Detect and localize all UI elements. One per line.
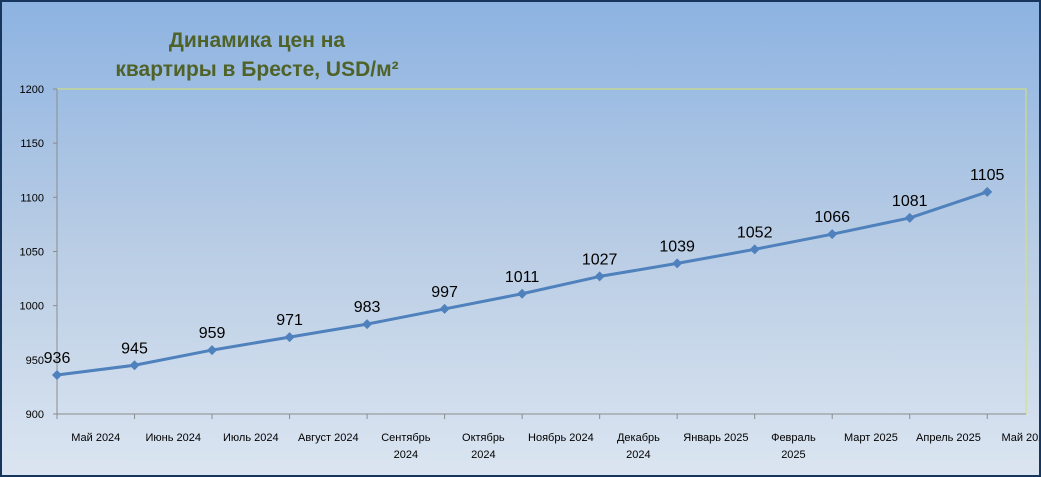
y-tick-label: 1050	[20, 247, 44, 259]
data-point-marker	[362, 319, 373, 330]
data-label: 997	[431, 284, 458, 301]
data-label: 945	[121, 340, 148, 357]
x-tick-label: Август 2024	[298, 432, 359, 444]
data-point-marker	[52, 370, 62, 380]
data-label: 1052	[737, 224, 773, 241]
y-tick-label: 950	[26, 355, 44, 367]
x-tick-label: Май 2024	[71, 432, 120, 444]
x-tick-label: Июль 2024	[223, 432, 279, 444]
y-tick-label: 1150	[20, 138, 44, 150]
x-tick-label: Февраль 2025	[771, 432, 816, 461]
chart-title: Динамика цен на квартиры в Бресте, USD/м…	[87, 26, 427, 84]
data-point-marker	[517, 288, 528, 299]
x-tick-label: Июнь 2024	[146, 432, 202, 444]
y-tick-label: 1000	[20, 301, 44, 313]
x-tick-label: Декабрь 2024	[617, 432, 660, 461]
data-label: 1081	[892, 193, 928, 210]
x-tick-label: Ноябрь 2024	[528, 432, 594, 444]
data-point-marker	[439, 303, 450, 314]
data-point-marker	[672, 258, 683, 269]
data-point-marker	[594, 271, 605, 282]
data-label: 1027	[582, 251, 618, 268]
plot-area	[56, 88, 1027, 415]
data-point-marker	[284, 332, 295, 343]
data-label: 971	[276, 312, 303, 329]
x-tick-label: Апрель 2025	[916, 432, 981, 444]
x-tick-label: Октябрь 2024	[462, 432, 505, 461]
data-label: 1066	[814, 209, 850, 226]
y-tick-label: 1200	[20, 84, 44, 96]
chart-title-line-1: Динамика цен на	[168, 29, 346, 52]
data-label: 1039	[659, 238, 695, 255]
data-label: 936	[44, 350, 71, 367]
data-label: 1011	[505, 269, 540, 286]
data-point-marker	[749, 244, 760, 255]
data-point-marker	[207, 345, 218, 356]
data-point-marker	[982, 186, 993, 197]
data-label: 983	[354, 299, 381, 316]
y-tick-label: 900	[26, 409, 44, 421]
data-point-marker	[129, 360, 140, 371]
x-tick-label: Май 2025	[1001, 432, 1039, 444]
data-label: 1105	[970, 167, 1005, 184]
data-label: 959	[199, 325, 226, 342]
x-tick-label: Январь 2025	[683, 432, 748, 444]
x-tick-label: Сентябрь 2024	[381, 432, 431, 461]
x-tick-label: Март 2025	[844, 432, 898, 444]
data-point-marker	[827, 229, 838, 240]
chart-title-line-2: квартиры в Бресте, USD/м²	[115, 58, 399, 81]
data-point-marker	[904, 212, 915, 223]
y-tick-label: 1100	[20, 192, 44, 204]
